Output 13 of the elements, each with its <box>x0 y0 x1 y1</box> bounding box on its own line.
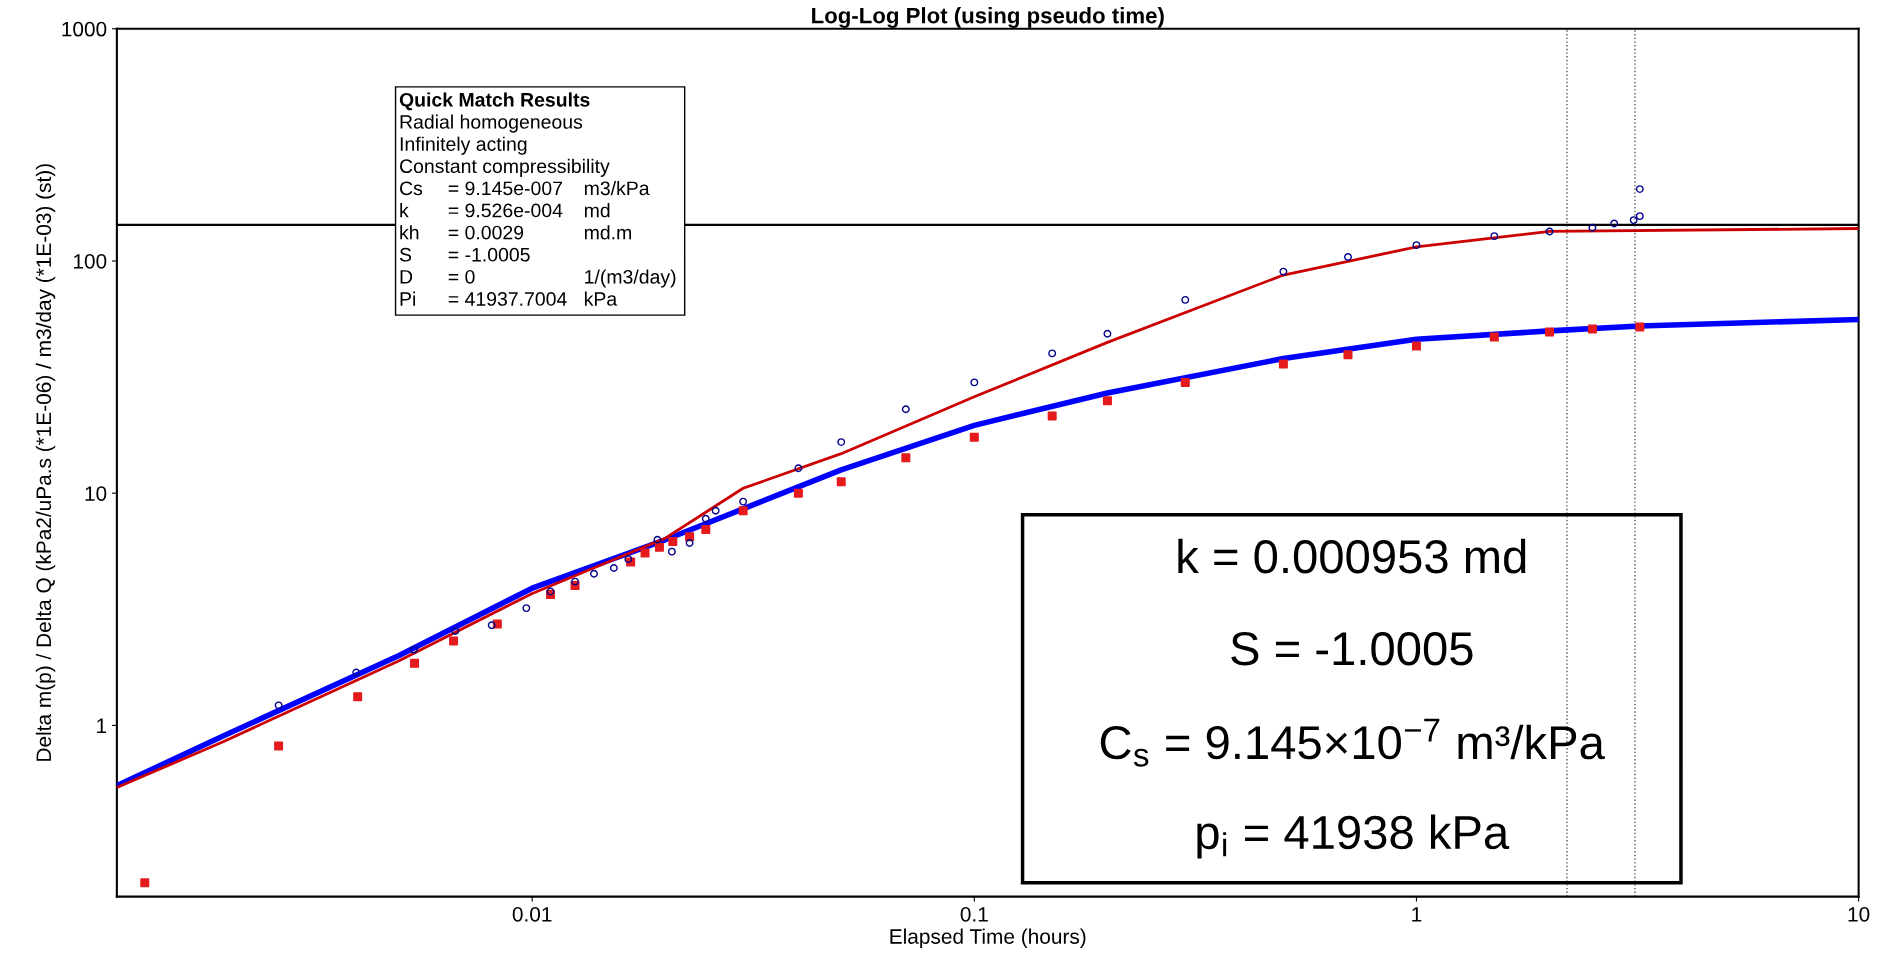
x-tick-label: 0.01 <box>512 906 552 922</box>
x-tick-label: 10 <box>1848 906 1870 922</box>
chart-title: Log-Log Plot (using pseudo time) <box>812 7 1164 28</box>
x-tick-label: 1 <box>1412 907 1422 922</box>
x-axis-title: Elapsed Time (hours) <box>890 928 1086 949</box>
x-tick-label: 0.1 <box>960 906 988 922</box>
y-tick-label: 10 <box>85 486 107 501</box>
text: k = 0.000953 md S = -1.0005 C$_{s}$ = 9.145×10$^{−7}$ m³/kPa p$_{i}$ = 41938 kPa <box>1100 538 1605 859</box>
text: Quick Match Results Radial homogeneous Infinitely acting Constant compressibility Cs = 9.145e-007 m3/kPa k = 9.526e-004 md kh = 0.0029 md.m S = -1.0005 D = 0 1/(m3/day) Pi = 41937.7004 kPa <box>399 92 676 306</box>
y-tick-label: 1 <box>97 718 107 733</box>
y-tick-label: 100 <box>73 253 107 269</box>
y-tick-label: 1000 <box>62 21 107 37</box>
y-axis-title: Delta m(p) / Delta Q (kPa2/uPa.s (*1E-06) / m3/day (*1E-03) (st)) <box>35 164 56 761</box>
